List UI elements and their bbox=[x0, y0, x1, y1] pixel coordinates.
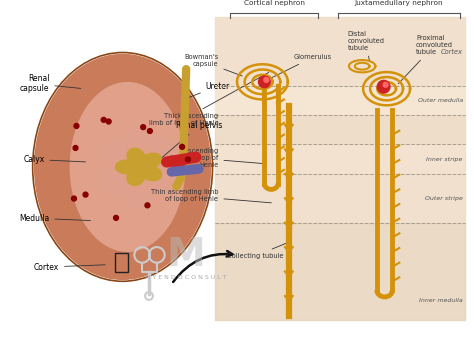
Text: Bowman's
capsule: Bowman's capsule bbox=[184, 54, 242, 76]
Text: Cortical nephron: Cortical nephron bbox=[244, 0, 305, 6]
Bar bbox=[216, 144, 465, 174]
Text: Cortex: Cortex bbox=[441, 49, 463, 54]
Text: M Y E N D O C O N S U L T: M Y E N D O C O N S U L T bbox=[146, 275, 227, 280]
Circle shape bbox=[147, 128, 152, 134]
Ellipse shape bbox=[155, 170, 176, 195]
Text: M: M bbox=[167, 236, 206, 274]
Circle shape bbox=[74, 123, 79, 128]
Circle shape bbox=[383, 82, 388, 87]
Text: Collecting tubule: Collecting tubule bbox=[227, 243, 286, 259]
Text: Glomerulus: Glomerulus bbox=[270, 54, 332, 79]
Text: Thick ascending
limb of loop of Henle: Thick ascending limb of loop of Henle bbox=[149, 72, 269, 126]
Text: Calyx: Calyx bbox=[23, 155, 86, 164]
Text: Medulla: Medulla bbox=[19, 214, 91, 223]
Ellipse shape bbox=[127, 126, 154, 145]
Circle shape bbox=[145, 203, 150, 208]
Text: Renal
capsule: Renal capsule bbox=[20, 74, 81, 93]
Circle shape bbox=[185, 157, 191, 162]
Circle shape bbox=[264, 77, 269, 82]
Text: Thin ascending limb
of loop of Henle: Thin ascending limb of loop of Henle bbox=[151, 189, 272, 203]
Circle shape bbox=[141, 125, 146, 129]
Text: Outer stripe: Outer stripe bbox=[425, 196, 463, 201]
Circle shape bbox=[72, 196, 76, 201]
Bar bbox=[216, 17, 465, 86]
Polygon shape bbox=[116, 148, 162, 185]
Bar bbox=[216, 223, 465, 320]
Ellipse shape bbox=[127, 188, 154, 208]
Circle shape bbox=[258, 76, 270, 88]
Bar bbox=[216, 17, 465, 320]
Text: Descending
limb of loop of
Henle: Descending limb of loop of Henle bbox=[170, 148, 265, 168]
Circle shape bbox=[73, 146, 78, 150]
Circle shape bbox=[114, 215, 118, 220]
Ellipse shape bbox=[104, 139, 126, 164]
Text: Distal
convoluted
tubule: Distal convoluted tubule bbox=[347, 30, 384, 62]
Ellipse shape bbox=[35, 54, 210, 279]
Circle shape bbox=[377, 80, 390, 93]
Text: Proximal
convoluted
tubule: Proximal convoluted tubule bbox=[398, 35, 453, 84]
Circle shape bbox=[83, 192, 88, 197]
Ellipse shape bbox=[104, 170, 126, 195]
Circle shape bbox=[101, 117, 106, 122]
Text: Inner medulla: Inner medulla bbox=[419, 298, 463, 303]
Text: Ureter: Ureter bbox=[189, 82, 230, 97]
Ellipse shape bbox=[70, 82, 185, 251]
Bar bbox=[216, 115, 465, 144]
Circle shape bbox=[106, 119, 111, 124]
Text: Inner stripe: Inner stripe bbox=[427, 156, 463, 162]
Bar bbox=[216, 174, 465, 223]
Text: Juxtamedullary nephron: Juxtamedullary nephron bbox=[354, 0, 443, 6]
Text: Outer medulla: Outer medulla bbox=[418, 98, 463, 103]
Text: Renal pelvis: Renal pelvis bbox=[159, 121, 223, 160]
Ellipse shape bbox=[155, 139, 176, 164]
Text: Cortex: Cortex bbox=[34, 263, 105, 271]
Circle shape bbox=[180, 144, 184, 149]
